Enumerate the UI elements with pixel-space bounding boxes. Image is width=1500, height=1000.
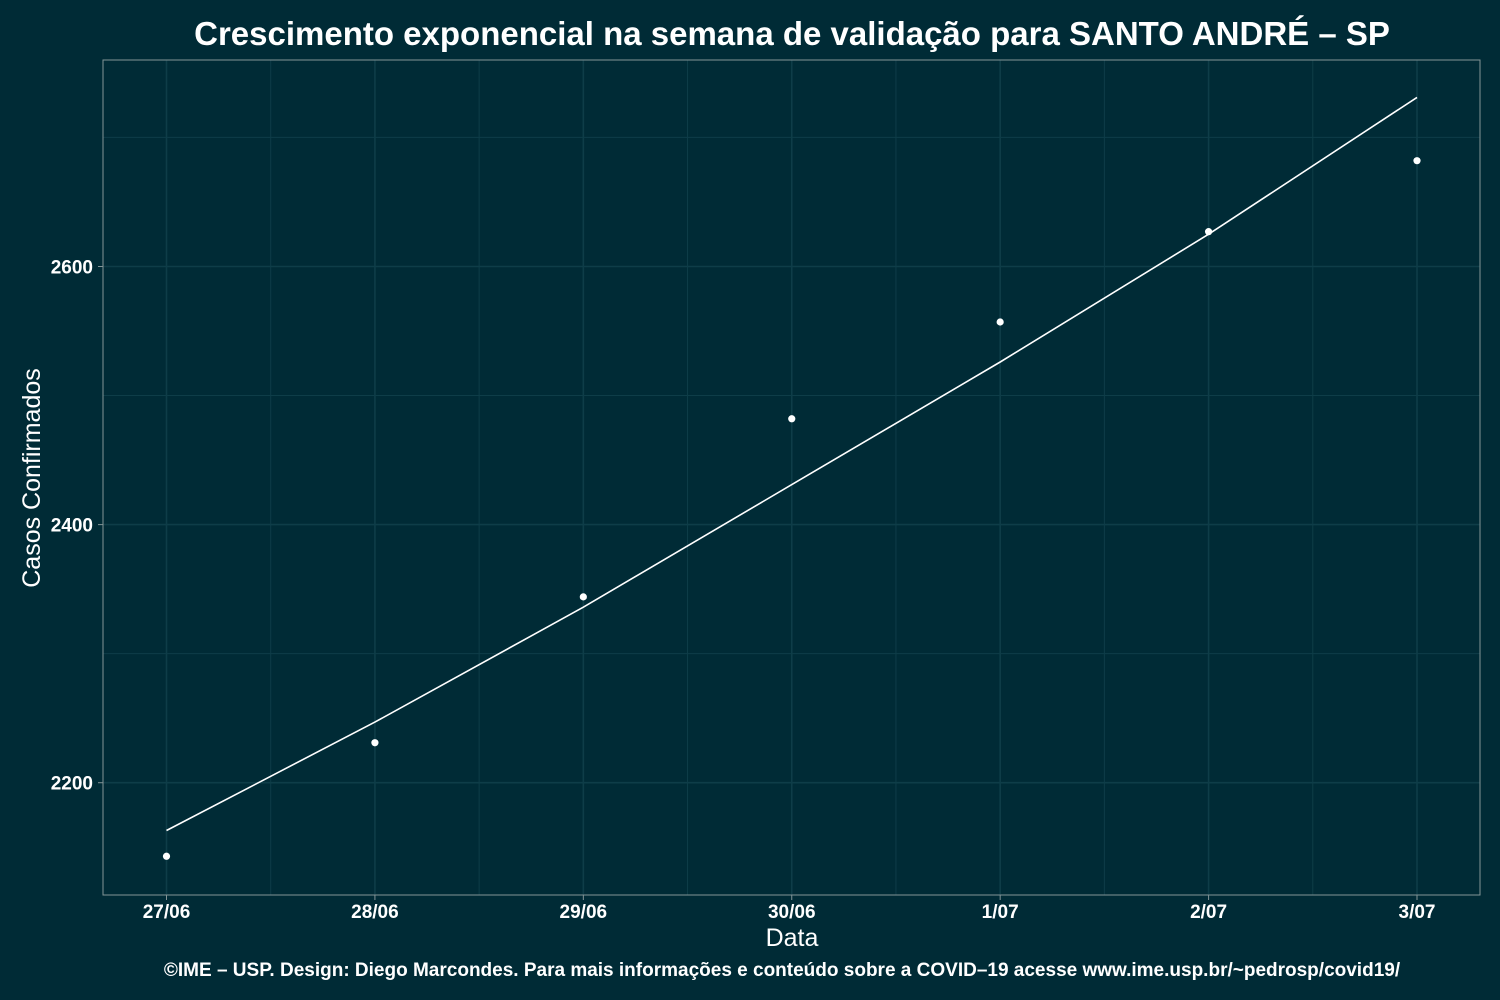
points-layer — [162, 157, 1421, 860]
y-tick-label: 2600 — [51, 257, 93, 278]
x-tick-label: 3/07 — [1399, 902, 1436, 923]
x-tick-label: 28/06 — [351, 902, 399, 923]
data-point — [996, 318, 1004, 326]
data-point — [162, 852, 171, 860]
x-tick-label: 1/07 — [982, 902, 1019, 923]
caption: ©IME – USP. Design: Diego Marcondes. Par… — [164, 960, 1401, 981]
x-axis-title: Data — [766, 924, 819, 952]
data-point — [371, 739, 379, 747]
x-tick-label: 30/06 — [768, 902, 816, 923]
x-tick-label: 27/06 — [143, 902, 191, 923]
x-tick-label: 2/07 — [1190, 902, 1227, 923]
data-point — [1204, 228, 1213, 236]
chart-title: Crescimento exponencial na semana de val… — [194, 15, 1390, 52]
y-axis-ticks: 2200 2400 2600 — [51, 257, 103, 795]
y-tick-label: 2200 — [51, 774, 93, 795]
x-axis-ticks: 27/06 28/06 29/06 30/06 1/07 2/07 3/07 — [143, 895, 1436, 923]
grid-major — [103, 60, 1480, 895]
y-tick-label: 2400 — [51, 516, 93, 537]
data-point — [788, 415, 796, 423]
data-point — [1413, 157, 1421, 165]
data-point — [579, 593, 587, 601]
x-tick-label: 29/06 — [560, 902, 608, 923]
y-axis-title: Casos Confirmados — [18, 368, 46, 588]
